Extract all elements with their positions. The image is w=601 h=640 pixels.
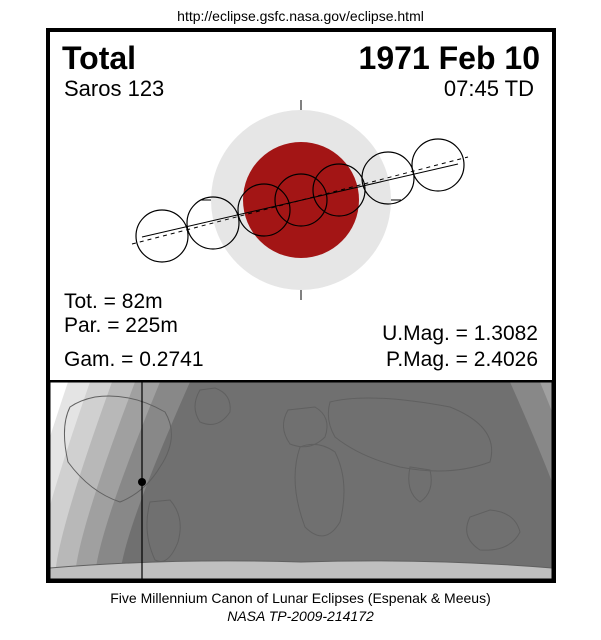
totality-duration: Tot. = 82m [64, 290, 163, 314]
footer-pub: NASA TP-2009-214172 [0, 608, 601, 624]
world-map [50, 382, 552, 579]
partial-duration: Par. = 225m [64, 314, 178, 338]
shadow-diagram [50, 82, 552, 322]
footer-credit: Five Millennium Canon of Lunar Eclipses … [0, 590, 601, 606]
eclipse-date: 1971 Feb 10 [359, 40, 540, 77]
source-url: http://eclipse.gsfc.nasa.gov/eclipse.htm… [0, 8, 601, 24]
upper-panel: Total 1971 Feb 10 Saros 123 07:45 TD Tot… [50, 32, 552, 380]
umbral-magnitude: U.Mag. = 1.3082 [382, 322, 538, 346]
visibility-map [50, 380, 552, 579]
penumbral-magnitude: P.Mag. = 2.4026 [386, 348, 538, 372]
eclipse-card: Total 1971 Feb 10 Saros 123 07:45 TD Tot… [46, 28, 556, 583]
gamma-value: Gam. = 0.2741 [64, 348, 204, 372]
eclipse-type: Total [62, 40, 136, 77]
